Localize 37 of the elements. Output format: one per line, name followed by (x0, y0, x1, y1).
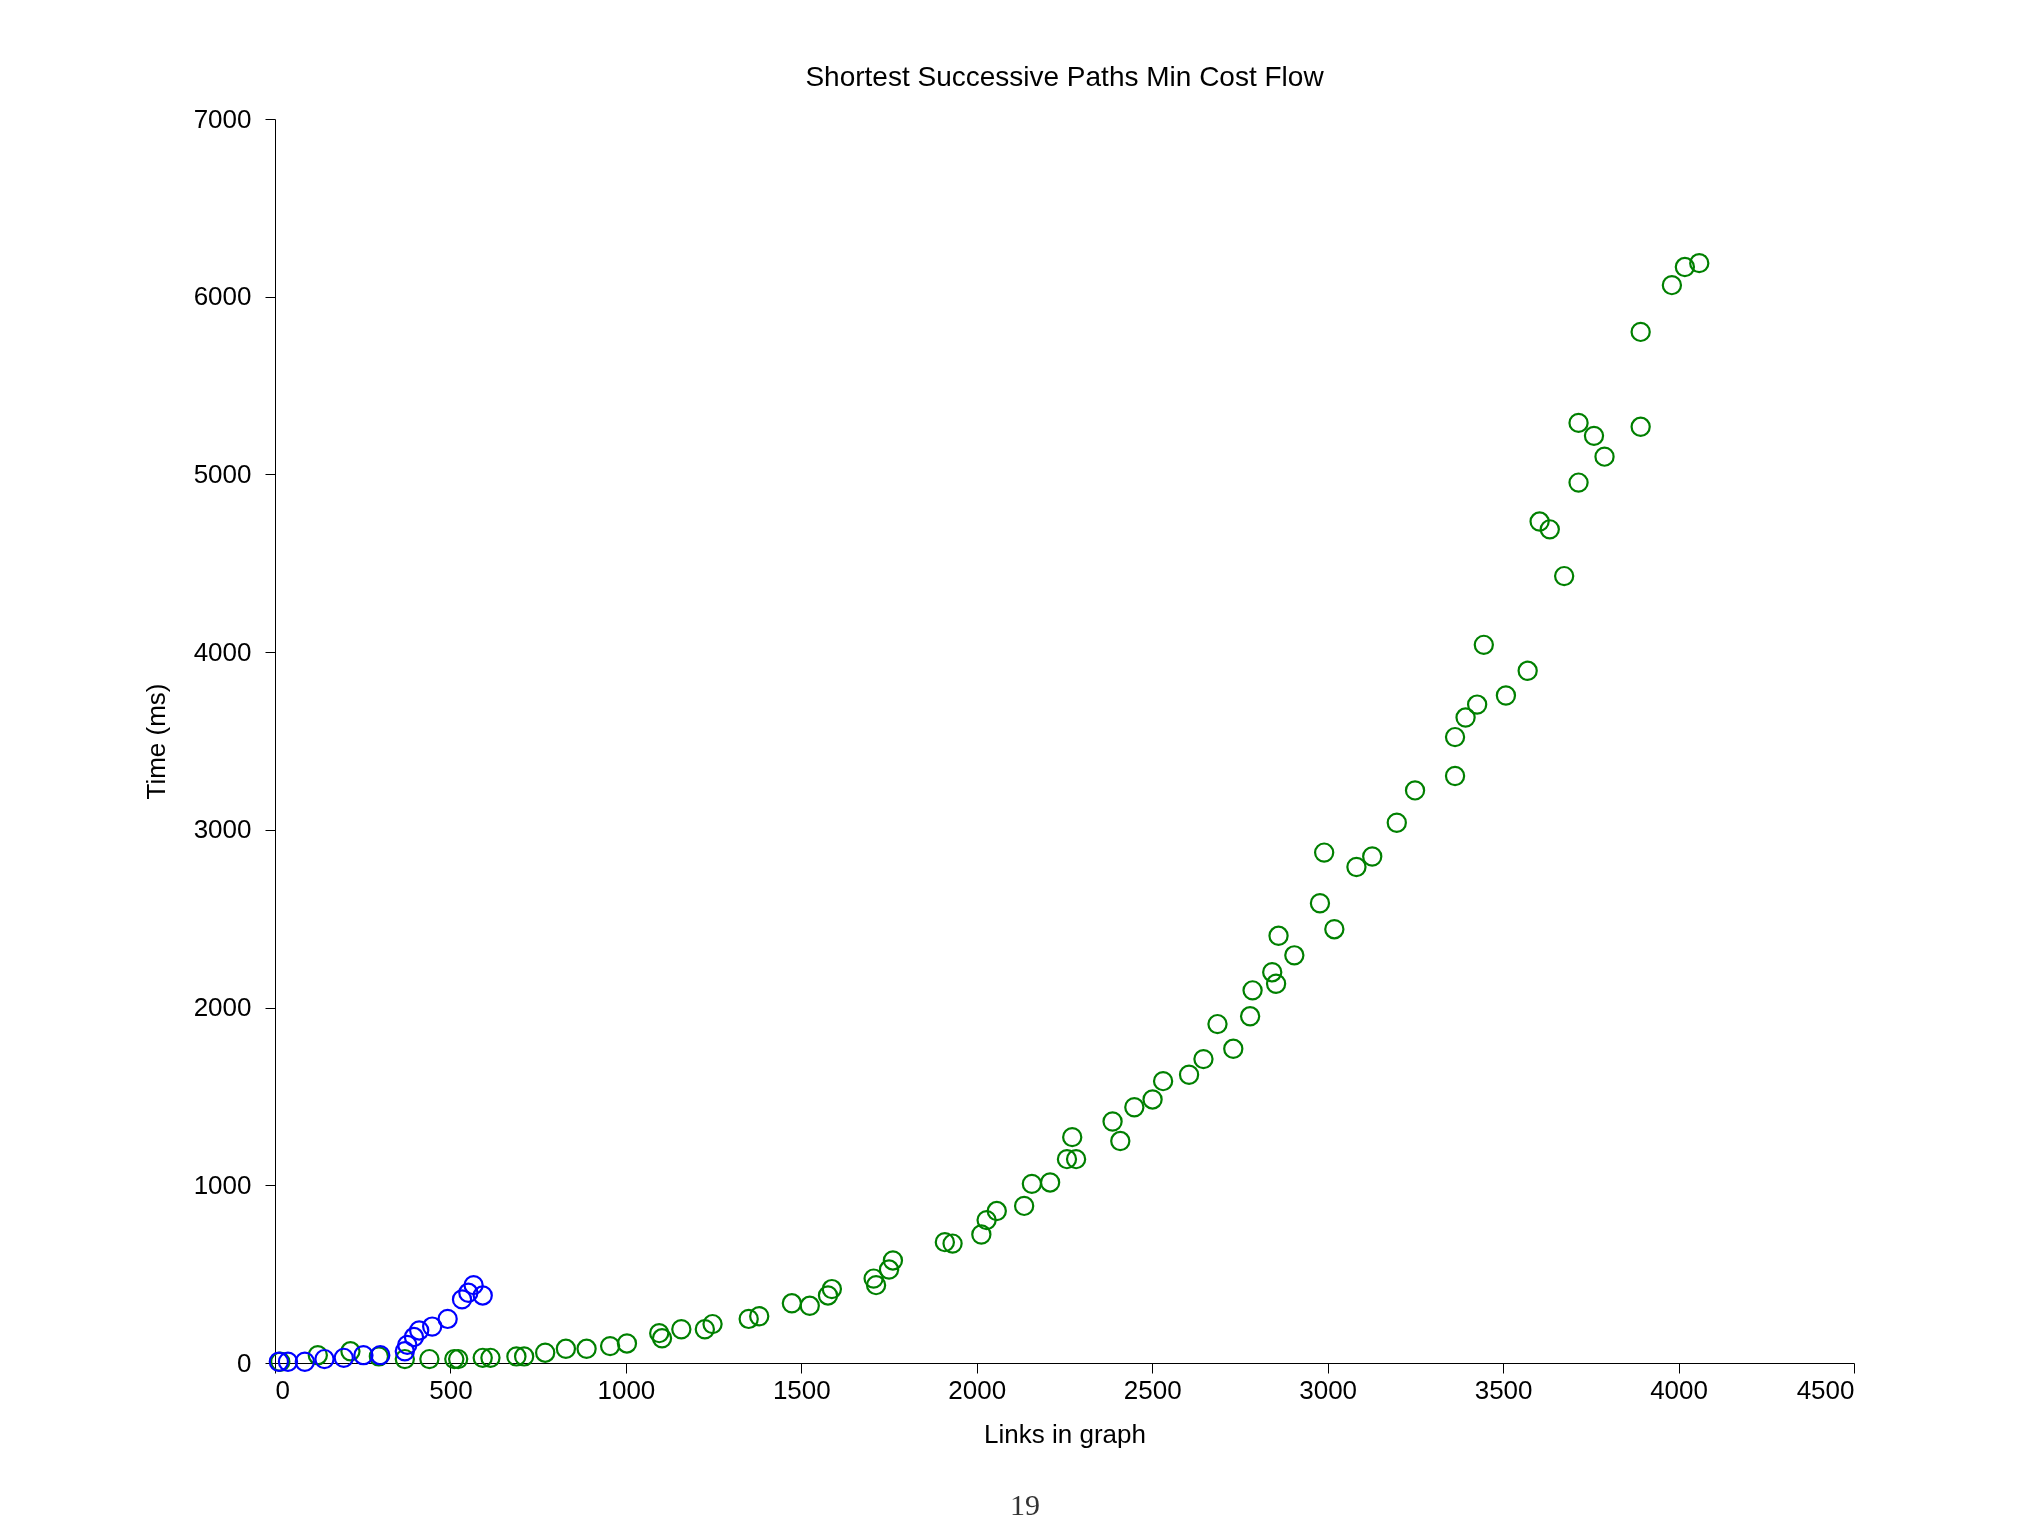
x-tick-label: 4000 (1650, 1374, 1708, 1405)
text: 19 (1010, 1488, 1040, 1521)
x-axis-title: Links in graph (984, 1418, 1146, 1449)
point (409, 1320, 430, 1341)
point (437, 1308, 458, 1330)
y-tick-label: 6000 (193, 281, 252, 312)
y-tick-label: 7000 (193, 103, 252, 134)
point (458, 1282, 479, 1303)
x-tick-label: 1500 (772, 1374, 831, 1405)
x-tick-label: 0 (275, 1374, 290, 1405)
x-tick-label: 3500 (1474, 1374, 1533, 1405)
point (463, 1275, 484, 1296)
point (397, 1334, 418, 1356)
point (277, 1351, 299, 1372)
point (294, 1351, 316, 1372)
point (403, 1326, 425, 1348)
x-tick-label: 2000 (948, 1374, 1007, 1405)
y-axis-title: Time (ms) (140, 683, 171, 800)
point (472, 1285, 493, 1306)
y-tick-label: 1000 (193, 1169, 252, 1200)
x-tick-label: 4500 (1796, 1374, 1855, 1405)
point (422, 1316, 443, 1337)
point (394, 1341, 416, 1362)
x-tick-label: 3000 (1299, 1374, 1358, 1405)
y-tick-label: 5000 (193, 458, 252, 489)
point (353, 1345, 374, 1366)
point (333, 1347, 354, 1369)
point (314, 1348, 335, 1370)
point (451, 1289, 473, 1310)
x-tick-label: 500 (429, 1374, 473, 1405)
chart-title: Shortest Successive Paths Min Cost Flow (805, 61, 1325, 92)
x-tick-label: 1000 (597, 1374, 656, 1405)
x-tick-label: 2500 (1123, 1374, 1182, 1405)
y-tick-label: 0 (237, 1347, 252, 1378)
y-tick-label: 3000 (193, 814, 252, 845)
y-tick-label: 4000 (193, 636, 252, 667)
y-tick-label: 2000 (193, 992, 252, 1023)
